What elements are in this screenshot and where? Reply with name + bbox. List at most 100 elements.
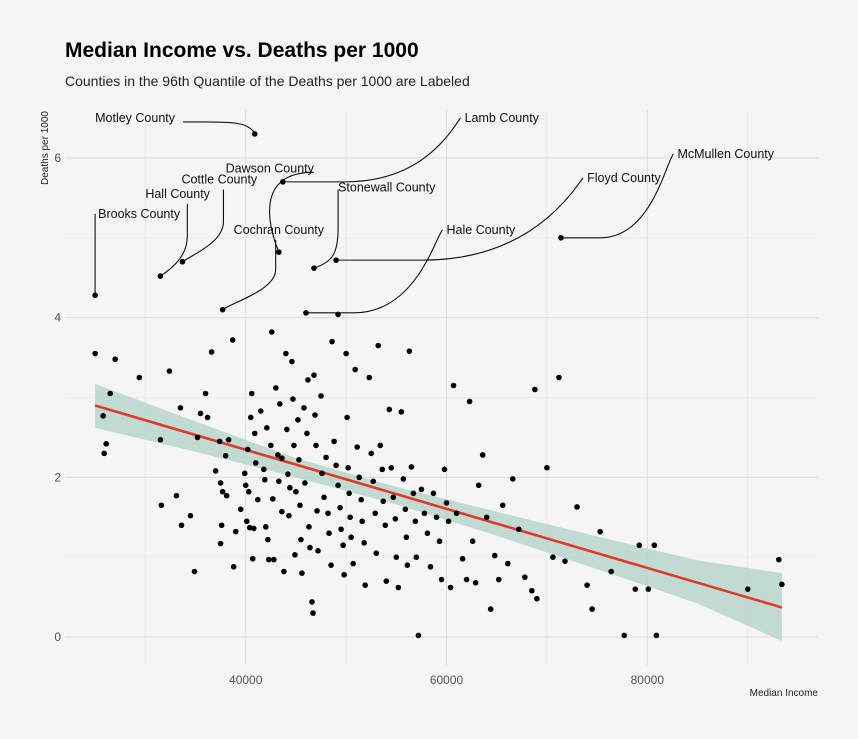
data-point bbox=[504, 560, 511, 567]
data-point bbox=[204, 414, 211, 421]
data-point bbox=[380, 498, 387, 505]
data-point bbox=[270, 496, 276, 502]
data-point bbox=[404, 562, 411, 568]
data-point bbox=[392, 516, 399, 522]
data-point bbox=[779, 581, 785, 588]
county-label: Floyd County bbox=[587, 171, 661, 185]
county-label: Cochran County bbox=[234, 223, 325, 237]
labeled-point bbox=[157, 273, 164, 279]
leader-line bbox=[282, 117, 462, 183]
data-point bbox=[345, 464, 351, 471]
data-point bbox=[216, 438, 223, 445]
data-point bbox=[248, 390, 255, 397]
data-point bbox=[307, 544, 313, 551]
labeled-point bbox=[558, 234, 564, 241]
data-point bbox=[534, 595, 540, 602]
data-point bbox=[562, 558, 568, 564]
data-point bbox=[252, 460, 259, 466]
data-point bbox=[361, 540, 367, 546]
data-point bbox=[136, 374, 143, 381]
data-point bbox=[430, 490, 437, 497]
data-point bbox=[466, 398, 473, 405]
data-point bbox=[244, 446, 251, 453]
data-point bbox=[230, 563, 237, 570]
data-point bbox=[491, 552, 498, 559]
data-point bbox=[418, 486, 425, 493]
data-point bbox=[284, 426, 290, 433]
county-label: Hall County bbox=[145, 187, 210, 201]
data-point bbox=[276, 478, 282, 485]
data-point bbox=[241, 470, 248, 477]
data-point bbox=[309, 599, 315, 605]
data-point bbox=[325, 510, 331, 517]
data-point bbox=[744, 586, 751, 592]
data-point bbox=[459, 555, 466, 562]
data-point bbox=[178, 522, 185, 529]
data-point bbox=[302, 480, 308, 486]
data-point bbox=[173, 492, 180, 499]
data-point bbox=[408, 464, 415, 470]
data-point bbox=[289, 358, 295, 365]
labeled-point bbox=[92, 292, 98, 299]
data-point bbox=[362, 582, 368, 588]
data-point bbox=[301, 405, 307, 411]
data-point bbox=[321, 494, 327, 501]
data-point bbox=[279, 455, 285, 461]
data-point bbox=[621, 632, 628, 639]
data-point bbox=[479, 452, 486, 458]
data-point bbox=[232, 528, 239, 535]
data-point bbox=[436, 538, 443, 545]
data-point bbox=[509, 476, 516, 482]
data-point bbox=[450, 382, 457, 389]
data-point bbox=[283, 350, 289, 357]
data-point bbox=[242, 482, 249, 489]
data-point bbox=[412, 518, 419, 525]
data-point bbox=[390, 494, 397, 501]
data-point bbox=[340, 542, 346, 549]
data-point bbox=[608, 568, 614, 575]
labeled-point bbox=[251, 131, 258, 137]
data-point bbox=[286, 512, 292, 519]
data-point bbox=[403, 534, 410, 541]
fit-line bbox=[94, 404, 783, 609]
data-point bbox=[107, 390, 113, 397]
labeled-point bbox=[280, 179, 286, 185]
data-point bbox=[266, 556, 272, 563]
data-point bbox=[377, 442, 384, 449]
leader-line bbox=[560, 153, 674, 239]
data-point bbox=[197, 410, 204, 417]
county-labels: Motley County Lamb County Dawson County McM… bbox=[95, 111, 775, 237]
labeled-point bbox=[303, 310, 309, 316]
confidence-band bbox=[95, 383, 782, 642]
data-point bbox=[424, 530, 431, 537]
data-point bbox=[337, 504, 343, 511]
label-leaders bbox=[94, 117, 674, 314]
data-point bbox=[237, 506, 244, 513]
data-point bbox=[158, 502, 165, 509]
leader-line bbox=[336, 177, 584, 261]
data-point bbox=[653, 632, 660, 639]
labeled-point bbox=[333, 257, 339, 263]
data-point bbox=[275, 452, 281, 458]
data-point bbox=[326, 530, 332, 537]
data-point bbox=[358, 496, 364, 503]
data-point bbox=[415, 632, 422, 639]
data-point bbox=[177, 405, 184, 411]
data-point bbox=[217, 540, 224, 547]
data-point bbox=[292, 551, 298, 558]
data-point bbox=[263, 524, 269, 530]
data-point bbox=[651, 542, 658, 549]
data-point bbox=[433, 514, 440, 521]
data-point bbox=[273, 385, 279, 391]
data-point bbox=[254, 496, 261, 503]
data-point bbox=[298, 536, 304, 543]
data-point bbox=[472, 579, 479, 586]
data-point bbox=[550, 554, 556, 560]
data-point bbox=[522, 574, 528, 580]
data-point bbox=[247, 414, 254, 421]
data-point bbox=[222, 452, 229, 459]
data-point bbox=[341, 571, 347, 578]
data-point bbox=[776, 556, 782, 563]
data-point bbox=[636, 542, 643, 549]
